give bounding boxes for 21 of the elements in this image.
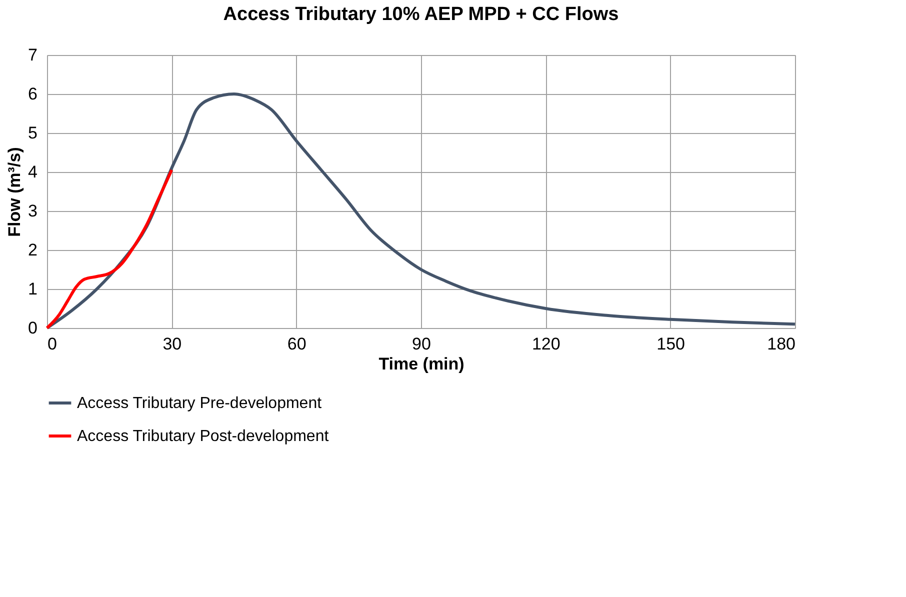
- x-axis-title: Time (min): [378, 354, 464, 374]
- y-tick-label: 1: [28, 280, 38, 298]
- legend-label: Access Tributary Pre-development: [77, 395, 322, 412]
- x-tick-label: 30: [162, 334, 182, 354]
- y-tick-label: 7: [28, 46, 38, 64]
- legend-label: Access Tributary Post-development: [77, 428, 330, 445]
- y-tick-label: 5: [28, 124, 38, 142]
- x-tick-label: 90: [412, 334, 431, 354]
- x-tick-label: 60: [287, 334, 306, 354]
- x-tick-label: 0: [48, 334, 57, 354]
- x-tick-label: 150: [656, 334, 686, 354]
- x-tick-label: 180: [767, 334, 796, 354]
- y-tick-label: 6: [28, 84, 38, 104]
- y-tick-label: 2: [28, 240, 38, 260]
- y-tick-label: 4: [28, 162, 38, 182]
- line-series: [46, 168, 174, 330]
- chart-title: Access Tributary 10% AEP MPD + CC Flows: [223, 4, 619, 25]
- y-tick-label: 3: [28, 202, 38, 220]
- x-tick-label: 120: [532, 334, 560, 354]
- y-axis-title: Flow (m³/s): [5, 147, 24, 237]
- y-tick-label: 0: [28, 318, 38, 338]
